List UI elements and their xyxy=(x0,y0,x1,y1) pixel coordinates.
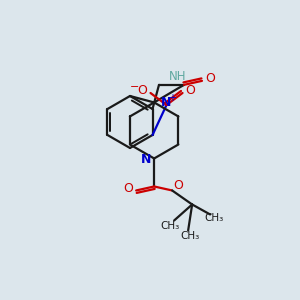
Text: O: O xyxy=(205,72,215,86)
Text: CH₃: CH₃ xyxy=(181,232,200,242)
Text: +: + xyxy=(169,93,176,103)
Text: O: O xyxy=(186,85,196,98)
Text: N: N xyxy=(141,153,151,166)
Text: CH₃: CH₃ xyxy=(205,214,224,224)
Text: O: O xyxy=(138,85,148,98)
Text: NH: NH xyxy=(169,70,187,83)
Text: O: O xyxy=(173,179,183,192)
Text: −: − xyxy=(130,82,139,92)
Text: N: N xyxy=(161,97,172,110)
Text: O: O xyxy=(123,182,133,195)
Text: CH₃: CH₃ xyxy=(160,221,180,232)
